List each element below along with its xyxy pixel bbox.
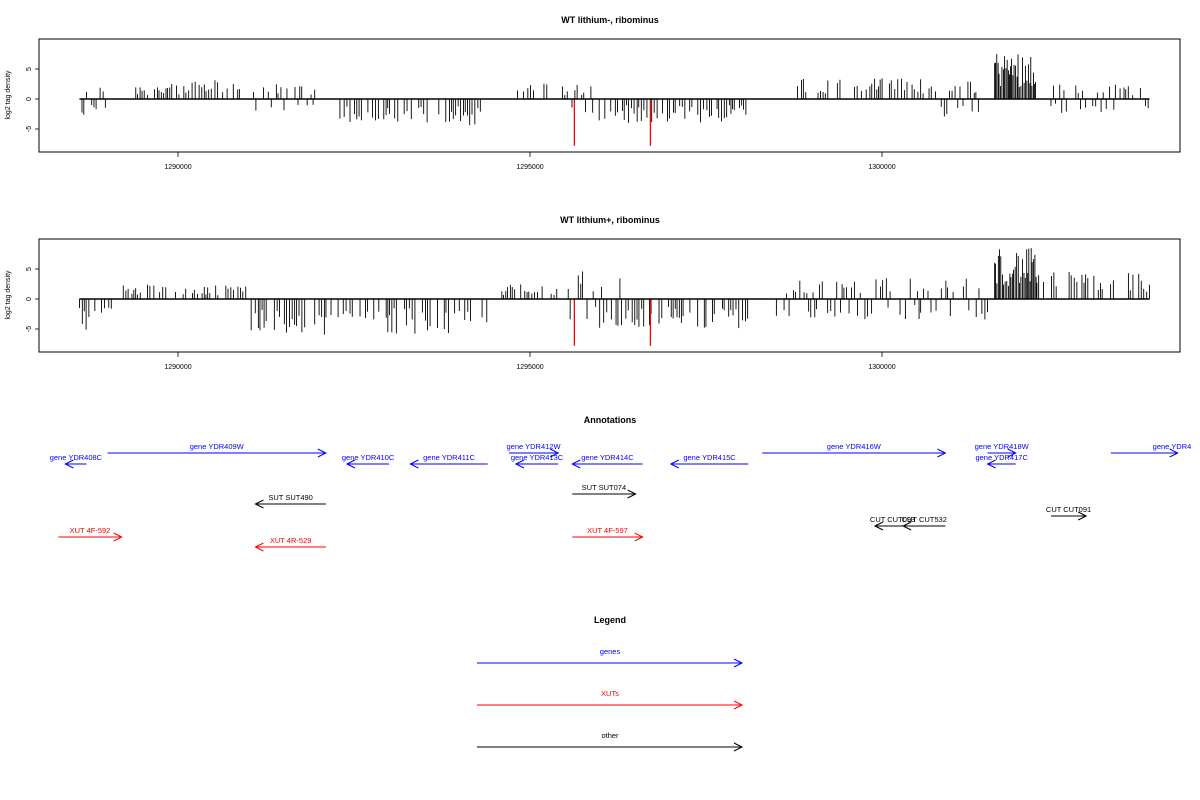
annotation-arrow [58, 532, 123, 542]
annotation-arrow [902, 521, 946, 531]
legend-label-other: other [601, 731, 619, 740]
track-2-axes: -5 0 5 1290000 1295000 1300000 [26, 267, 896, 371]
annotation-label: gene YDR412W [506, 442, 561, 451]
x-tick-label: 1290000 [164, 364, 191, 371]
annotation-label: gene YDR410C [342, 453, 395, 462]
y-tick-label: 0 [26, 97, 33, 101]
legend-arrow-other [477, 742, 744, 752]
annotation-label: gene YDR4 [1153, 442, 1192, 451]
annotation-label: gene YDR418W [975, 442, 1030, 451]
annotation-label: XUT 4R-529 [270, 536, 312, 545]
annotation-arrow [64, 459, 87, 469]
track-2-bars [78, 248, 1150, 346]
annotation-label: gene YDR411C [423, 453, 475, 462]
annotation-arrow [986, 459, 1016, 469]
annotation-label: gene YDR417C [975, 453, 1028, 462]
annotation-label: gene YDR414C [581, 453, 634, 462]
track-1-frame [38, 38, 1181, 153]
x-tick-label: 1300000 [868, 364, 895, 371]
x-tick-label: 1300000 [868, 164, 895, 171]
track-1-title: WT lithium-, ribominus [561, 15, 659, 25]
annotation-label: SUT SUT074 [582, 483, 626, 492]
annotation-arrow [987, 448, 1017, 458]
legend-label-xut: XUTs [601, 689, 619, 698]
y-tick-label: 5 [26, 267, 33, 271]
track-2: WT lithium+, ribominus log2 tag density … [5, 215, 1181, 371]
legend-panel: genes XUTs other [477, 647, 744, 752]
annotation-label: SUT SUT490 [268, 493, 312, 502]
annotation-label: gene YDR409W [190, 442, 245, 451]
y-tick-label: 0 [26, 297, 33, 301]
y-tick-label: 5 [26, 67, 33, 71]
annotations-panel: gene YDR408C gene YDR409W gene YDR410C gene… [50, 442, 1192, 552]
annotation-label: gene YDR416W [827, 442, 882, 451]
annotation-arrow [1110, 448, 1179, 458]
annotation-arrow [409, 459, 488, 469]
track-1-axes: -5 0 5 1290000 1295000 1300000 [26, 67, 896, 171]
legend-arrow-gene [477, 658, 744, 668]
track-1-bars [79, 54, 1150, 146]
annotation-label: gene YDR408C [50, 453, 103, 462]
track-2-frame [38, 238, 1181, 353]
x-tick-label: 1290000 [164, 164, 191, 171]
y-tick-label: -5 [26, 326, 33, 332]
x-tick-label: 1295000 [516, 164, 543, 171]
annotation-arrow [572, 532, 644, 542]
annotation-label: CUT CUT091 [1046, 505, 1091, 514]
annotation-label: gene YDR415C [683, 453, 736, 462]
track-1: WT lithium-, ribominus log2 tag density … [5, 15, 1181, 171]
annotation-label: CUT CUT532 [902, 515, 947, 524]
annotation-arrow [762, 448, 947, 458]
track-1-ylabel: log2 tag density [5, 70, 12, 120]
y-tick-label: -5 [26, 126, 33, 132]
annotations-title: Annotations [584, 415, 637, 425]
annotation-arrow [571, 459, 643, 469]
annotation-label: XUT 4F-592 [70, 526, 111, 535]
legend-arrow-xut [477, 700, 744, 710]
annotation-arrow [107, 448, 327, 458]
annotation-label: gene YDR413C [511, 453, 564, 462]
legend-title: Legend [594, 615, 626, 625]
annotation-arrow [669, 459, 749, 469]
x-tick-label: 1295000 [516, 364, 543, 371]
track-2-ylabel: log2 tag density [5, 270, 12, 320]
legend-label-gene: genes [600, 647, 621, 656]
annotation-label: CUT CUT093 [870, 515, 915, 524]
track-2-title: WT lithium+, ribominus [560, 215, 660, 225]
annotation-arrow [572, 489, 637, 499]
annotation-arrow [345, 459, 390, 469]
annotation-label: XUT 4F-597 [587, 526, 628, 535]
annotation-arrow [508, 448, 560, 458]
annotation-arrow [514, 459, 559, 469]
annotation-arrow [254, 499, 326, 509]
annotation-arrow [254, 542, 326, 552]
annotation-arrow [1050, 511, 1088, 521]
